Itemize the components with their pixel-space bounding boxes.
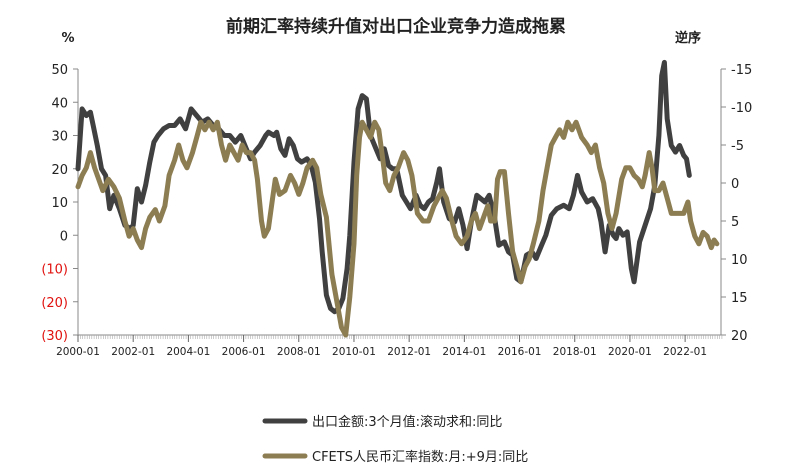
chart-title: 前期汇率持续升值对出口企业竞争力造成拖累 (226, 16, 566, 37)
x-tick-label: 2016-01 (498, 346, 542, 358)
x-axis: 2000-01 2002-01 2004-01 2006-01 2008-01 2010-… (56, 334, 723, 358)
x-tick-label: 2022-01 (663, 346, 707, 358)
right-tick-label: -5 (731, 139, 744, 154)
right-axis-unit: 逆序 (675, 30, 701, 46)
series-layer (75, 59, 720, 338)
legend-label-cfets: CFETS人民币汇率指数:月:+9月:同比 (312, 449, 528, 465)
left-axis: 50 40 30 20 10 0 (10) (20) (30) (41, 63, 79, 344)
left-tick-label: 30 (51, 130, 68, 145)
right-tick-label: 20 (731, 329, 748, 344)
x-tick-label: 2008-01 (277, 346, 321, 358)
right-tick-label: 5 (731, 215, 739, 230)
left-tick-label: 20 (51, 163, 68, 178)
x-tick-label: 2002-01 (111, 346, 155, 358)
series-line-export (75, 59, 692, 315)
left-tick-label: (20) (41, 296, 68, 311)
right-axis: -15 -10 -5 0 5 10 15 20 (720, 63, 752, 344)
left-axis-unit: % (61, 31, 74, 46)
x-tick-label: 2006-01 (222, 346, 266, 358)
x-tick-label: 2018-01 (553, 346, 597, 358)
right-tick-label: 0 (731, 177, 739, 192)
legend-item-export: 出口金额:3个月值:滚动求和:同比 (262, 414, 502, 430)
x-tick-label: 2020-01 (608, 346, 652, 358)
left-tick-label: 0 (60, 229, 68, 244)
legend-item-cfets: CFETS人民币汇率指数:月:+9月:同比 (262, 449, 528, 465)
left-tick-label: 50 (51, 63, 68, 78)
legend: 出口金额:3个月值:滚动求和:同比 CFETS人民币汇率指数:月:+9月:同比 (262, 414, 528, 465)
right-tick-label: -15 (731, 63, 752, 78)
left-tick-label: (30) (41, 329, 68, 344)
x-tick-label: 2012-01 (387, 346, 431, 358)
x-tick-label: 2000-01 (56, 346, 100, 358)
x-tick-label: 2010-01 (332, 346, 376, 358)
left-tick-label: 40 (51, 96, 68, 111)
legend-label-export: 出口金额:3个月值:滚动求和:同比 (312, 414, 502, 430)
x-tick-label: 2004-01 (166, 346, 210, 358)
left-tick-label: 10 (51, 196, 68, 211)
series-line-cfets (75, 119, 720, 338)
right-tick-label: -10 (731, 101, 752, 116)
left-tick-label: (10) (41, 263, 68, 278)
right-tick-label: 10 (731, 253, 748, 268)
x-tick-label: 2014-01 (442, 346, 486, 358)
right-tick-label: 15 (731, 291, 748, 306)
